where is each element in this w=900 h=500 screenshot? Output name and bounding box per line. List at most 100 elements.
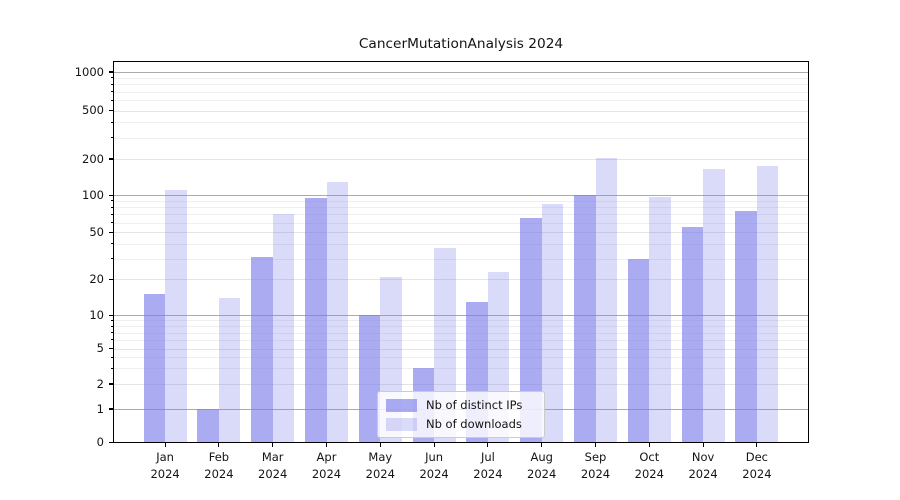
bar-downloads-feb bbox=[218, 297, 241, 443]
bar-distinct-ips-oct bbox=[627, 258, 650, 443]
y-tick-label-1000: 1000 bbox=[74, 64, 104, 79]
minor-gridline-3 bbox=[113, 368, 809, 370]
x-tick-label-apr: Apr 2024 bbox=[299, 449, 355, 482]
x-label-month: Mar bbox=[261, 450, 284, 464]
x-label-year: 2024 bbox=[150, 466, 180, 481]
x-label-month: Aug bbox=[530, 450, 553, 464]
y-minor-tick-800 bbox=[110, 83, 113, 85]
minor-gridline-4 bbox=[113, 357, 809, 359]
bar-downloads-mar bbox=[272, 214, 295, 443]
x-tick-label-oct: Oct 2024 bbox=[621, 449, 677, 482]
minor-gridline-7 bbox=[113, 332, 809, 334]
gridline-20 bbox=[113, 279, 809, 281]
y-minor-tick-90 bbox=[110, 200, 113, 202]
legend-swatch-downloads bbox=[386, 417, 417, 431]
x-label-month: Jul bbox=[480, 450, 495, 464]
minor-gridline-80 bbox=[113, 207, 809, 209]
y-tick-0 bbox=[108, 441, 113, 444]
x-label-year: 2024 bbox=[527, 466, 557, 481]
x-label-month: Jun bbox=[425, 450, 444, 464]
x-tick-label-mar: Mar 2024 bbox=[245, 449, 301, 482]
legend-entry-distinct-ips: Nb of distinct IPs bbox=[386, 398, 536, 412]
minor-gridline-300 bbox=[113, 137, 809, 139]
x-label-year: 2024 bbox=[580, 466, 611, 481]
gridline-500 bbox=[113, 110, 809, 112]
x-label-year: 2024 bbox=[365, 466, 395, 481]
x-tick-label-may: May 2024 bbox=[352, 449, 408, 482]
y-minor-tick-300 bbox=[110, 137, 113, 138]
x-label-year: 2024 bbox=[634, 466, 664, 481]
x-label-month: Oct bbox=[639, 450, 660, 464]
x-tick-label-nov: Nov 2024 bbox=[675, 449, 731, 482]
x-tick-feb bbox=[218, 442, 220, 447]
y-minor-tick-2 bbox=[110, 383, 113, 385]
legend: Nb of distinct IPs Nb of downloads bbox=[377, 391, 545, 438]
bar-downloads-oct bbox=[649, 196, 671, 443]
bar-distinct-ips-sep bbox=[574, 194, 596, 443]
y-minor-tick-6 bbox=[110, 339, 113, 341]
x-tick-label-jan: Jan 2024 bbox=[137, 449, 193, 482]
y-tick-label-10: 10 bbox=[89, 307, 104, 322]
y-minor-tick-500 bbox=[110, 110, 113, 111]
x-tick-oct bbox=[648, 442, 650, 447]
legend-entry-downloads: Nb of downloads bbox=[386, 417, 536, 431]
x-tick-label-aug: Aug 2024 bbox=[514, 449, 570, 482]
y-minor-tick-60 bbox=[110, 222, 113, 224]
bar-downloads-dec bbox=[756, 165, 779, 443]
x-tick-mar bbox=[272, 442, 274, 447]
bar-distinct-ips-nov bbox=[681, 227, 704, 443]
minor-gridline-60 bbox=[113, 222, 809, 224]
x-tick-jan bbox=[164, 442, 166, 447]
y-tick-label-2: 2 bbox=[96, 376, 104, 391]
minor-gridline-600 bbox=[113, 100, 809, 102]
minor-gridline-900 bbox=[113, 77, 809, 79]
legend-swatch-distinct-ips bbox=[386, 398, 417, 412]
major-gridline-10 bbox=[113, 315, 809, 317]
y-tick-label-0: 0 bbox=[96, 435, 104, 449]
y-minor-tick-400 bbox=[110, 121, 113, 123]
y-minor-tick-700 bbox=[110, 91, 113, 93]
bar-downloads-jan bbox=[165, 190, 187, 443]
minor-gridline-9 bbox=[113, 320, 809, 322]
y-minor-tick-600 bbox=[110, 99, 113, 101]
x-label-year: 2024 bbox=[204, 466, 234, 481]
y-minor-tick-3 bbox=[110, 367, 113, 369]
x-label-year: 2024 bbox=[419, 466, 449, 481]
x-tick-nov bbox=[702, 442, 704, 447]
x-label-year: 2024 bbox=[473, 466, 503, 481]
minor-gridline-400 bbox=[113, 122, 809, 124]
x-label-month: May bbox=[368, 450, 393, 464]
minor-gridline-30 bbox=[113, 258, 809, 260]
y-minor-tick-200 bbox=[110, 158, 113, 160]
y-minor-tick-20 bbox=[110, 278, 113, 280]
x-label-year: 2024 bbox=[742, 466, 772, 481]
legend-label-downloads: Nb of downloads bbox=[426, 417, 522, 431]
y-tick-1 bbox=[108, 408, 113, 410]
y-tick-100 bbox=[108, 194, 113, 196]
bar-downloads-apr bbox=[326, 181, 348, 443]
plot-area bbox=[113, 61, 809, 443]
minor-gridline-40 bbox=[113, 243, 809, 245]
minor-gridline-90 bbox=[113, 200, 809, 202]
x-tick-label-sep: Sep 2024 bbox=[568, 449, 624, 482]
y-tick-10 bbox=[108, 314, 113, 316]
x-tick-label-dec: Dec 2024 bbox=[729, 449, 785, 482]
y-minor-tick-900 bbox=[110, 77, 113, 79]
legend-label-distinct-ips: Nb of distinct IPs bbox=[426, 398, 523, 412]
x-tick-label-jul: Jul 2024 bbox=[460, 449, 516, 482]
minor-gridline-70 bbox=[113, 214, 809, 216]
x-label-month: Dec bbox=[745, 450, 769, 464]
y-tick-label-1: 1 bbox=[96, 401, 104, 416]
bar-distinct-ips-apr bbox=[305, 198, 327, 443]
x-tick-sep bbox=[594, 442, 597, 447]
x-label-month: Nov bbox=[691, 450, 715, 464]
y-minor-tick-50 bbox=[110, 231, 113, 233]
x-label-month: Jan bbox=[156, 450, 174, 464]
x-label-month: Feb bbox=[208, 450, 230, 464]
gridline-200 bbox=[113, 159, 809, 160]
y-tick-label-500: 500 bbox=[82, 103, 104, 117]
minor-gridline-800 bbox=[113, 84, 809, 86]
chart-title: CancerMutationAnalysis 2024 bbox=[358, 36, 564, 52]
y-minor-tick-8 bbox=[110, 325, 113, 327]
